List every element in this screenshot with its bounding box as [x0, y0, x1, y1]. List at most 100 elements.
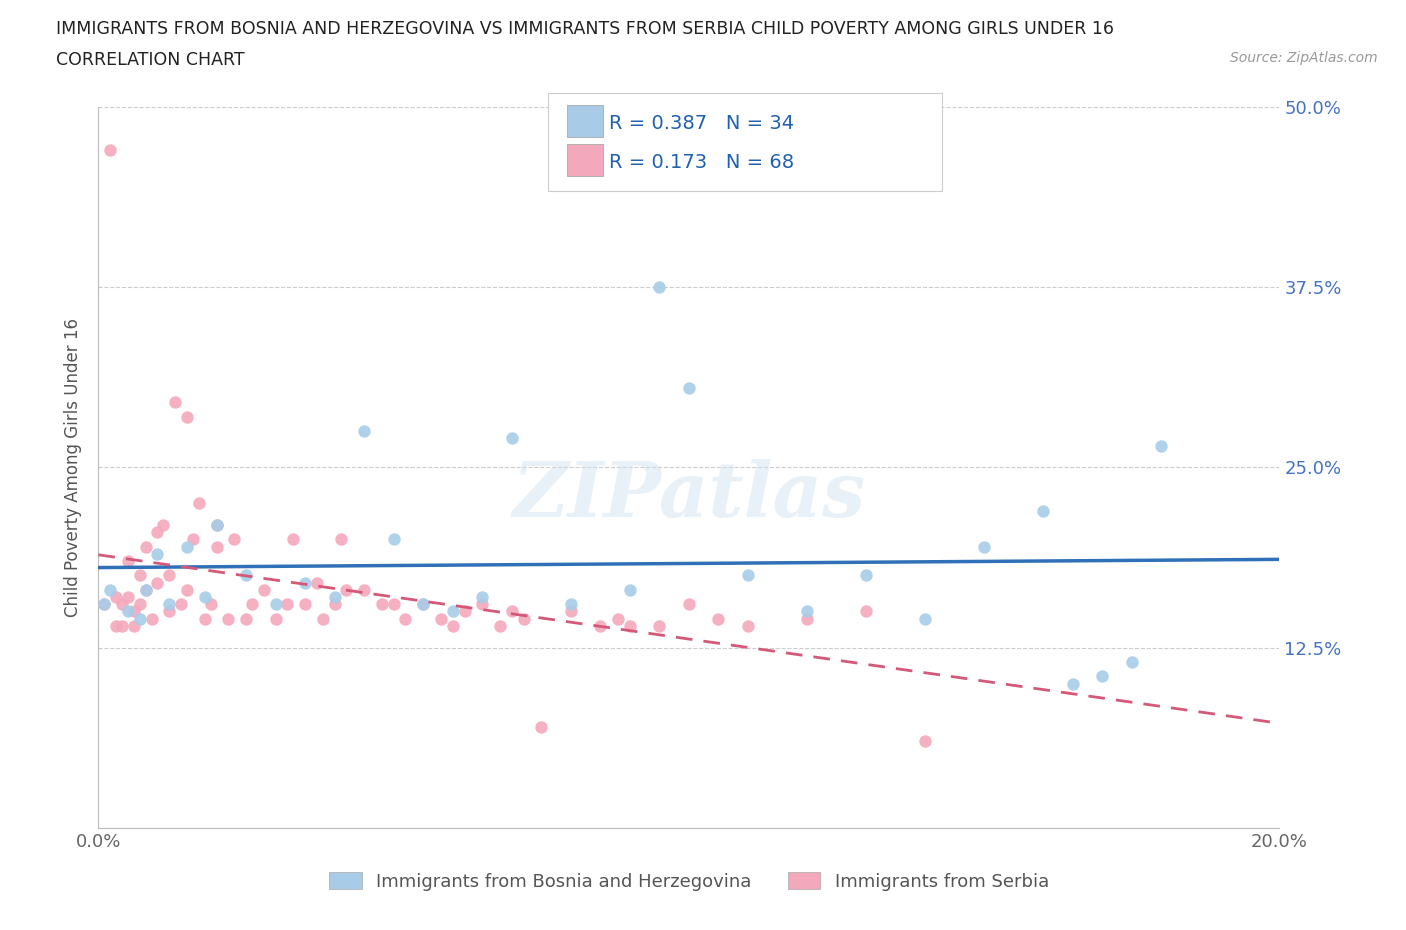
Point [294, 597, 316, 612]
Point [224, 532, 246, 547]
Y-axis label: Child Poverty Among Girls Under 16: Child Poverty Among Girls Under 16 [65, 318, 83, 617]
Point [329, 532, 352, 547]
Point [170, 597, 193, 612]
Text: Source: ZipAtlas.com: Source: ZipAtlas.com [1230, 51, 1378, 65]
Text: R = 0.387   N = 34: R = 0.387 N = 34 [609, 114, 794, 133]
Point [1091, 669, 1114, 684]
Point [264, 597, 287, 612]
Text: ZIPatlas: ZIPatlas [512, 459, 866, 533]
Point [205, 539, 228, 554]
Point [128, 568, 150, 583]
Point [737, 568, 759, 583]
Point [796, 611, 818, 626]
Point [128, 611, 150, 626]
Point [157, 568, 180, 583]
Point [176, 582, 198, 597]
Point [105, 590, 128, 604]
Point [235, 568, 257, 583]
Point [294, 575, 316, 591]
Point [283, 532, 305, 547]
Point [648, 618, 671, 633]
Point [471, 590, 494, 604]
Point [619, 618, 641, 633]
Point [93, 597, 115, 612]
Point [194, 611, 217, 626]
Point [276, 597, 298, 612]
Text: IMMIGRANTS FROM BOSNIA AND HERZEGOVINA VS IMMIGRANTS FROM SERBIA CHILD POVERTY A: IMMIGRANTS FROM BOSNIA AND HERZEGOVINA V… [56, 20, 1114, 38]
Point [157, 604, 180, 619]
Point [187, 496, 209, 511]
Point [855, 604, 877, 619]
Point [128, 597, 150, 612]
Point [560, 604, 582, 619]
Point [441, 604, 464, 619]
Point [394, 611, 416, 626]
Point [737, 618, 759, 633]
Point [146, 525, 169, 539]
Point [1062, 676, 1084, 691]
Point [323, 597, 346, 612]
Point [157, 597, 180, 612]
Point [1032, 503, 1054, 518]
Point [371, 597, 394, 612]
Point [240, 597, 263, 612]
Point [135, 582, 157, 597]
Point [648, 280, 671, 295]
Point [98, 582, 121, 597]
Point [1150, 438, 1173, 453]
Point [353, 424, 375, 439]
Point [678, 380, 700, 395]
Point [111, 618, 134, 633]
Point [141, 611, 163, 626]
Point [152, 517, 174, 532]
Point [501, 604, 523, 619]
Point [796, 604, 818, 619]
Point [412, 597, 434, 612]
Point [235, 611, 257, 626]
Point [430, 611, 453, 626]
Point [181, 532, 204, 547]
Point [607, 611, 630, 626]
Point [619, 582, 641, 597]
Point [1121, 655, 1143, 670]
Point [146, 547, 169, 562]
Point [117, 604, 139, 619]
Point [176, 539, 198, 554]
Point [135, 582, 157, 597]
Point [165, 395, 187, 410]
Point [441, 618, 464, 633]
Point [335, 582, 357, 597]
Point [453, 604, 475, 619]
Point [117, 590, 139, 604]
Point [176, 409, 198, 424]
Point [914, 734, 936, 749]
Point [105, 618, 128, 633]
Point [194, 590, 217, 604]
Point [98, 143, 121, 158]
Point [122, 604, 145, 619]
Point [353, 582, 375, 597]
Point [412, 597, 434, 612]
Point [217, 611, 239, 626]
Point [678, 597, 700, 612]
Point [205, 517, 228, 532]
Point [914, 611, 936, 626]
Point [135, 539, 157, 554]
Point [501, 432, 523, 446]
Point [117, 553, 139, 568]
Point [707, 611, 730, 626]
Point [253, 582, 276, 597]
Point [312, 611, 335, 626]
Point [200, 597, 222, 612]
Text: R = 0.173   N = 68: R = 0.173 N = 68 [609, 153, 794, 172]
Point [973, 539, 995, 554]
Point [382, 597, 405, 612]
Point [323, 590, 346, 604]
Point [489, 618, 512, 633]
Point [560, 597, 582, 612]
Point [530, 720, 553, 735]
Point [471, 597, 494, 612]
Point [122, 618, 145, 633]
Point [512, 611, 534, 626]
Point [855, 568, 877, 583]
